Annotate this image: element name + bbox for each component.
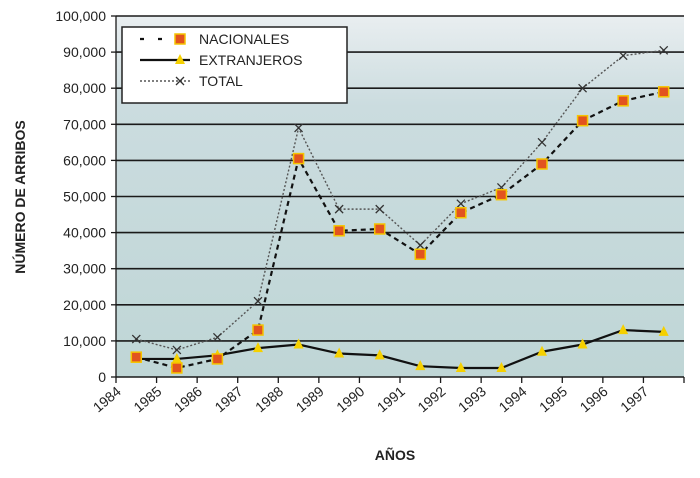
data-point-x [456,199,466,209]
series-nacionales [130,86,670,374]
data-point-triangle [253,342,263,353]
data-point-x [294,123,304,133]
data-point-x [415,240,425,250]
x-tick-label: 1991 [374,383,408,415]
legend-label: NACIONALES [199,31,289,47]
y-axis-title: NÚMERO DE ARRIBOS [11,120,28,274]
series-total [131,45,669,355]
data-point-square [455,206,467,219]
data-point-x [212,332,222,342]
data-point-square [333,225,345,237]
legend-item-nacionales: NACIONALES [140,31,289,47]
y-tick-label: 100,000 [55,8,106,24]
series-line [136,49,664,351]
x-tick-label: 1985 [130,383,164,415]
legend-item-extranjeros: EXTRANJEROS [140,52,302,68]
data-point-triangle [537,345,547,356]
data-point-triangle [374,349,385,360]
legend-item-total: TOTAL [140,73,243,89]
data-point-x [659,45,669,55]
x-axis-title: AÑOS [375,446,415,463]
data-point-triangle [293,338,304,349]
x-tick-label: 1987 [211,383,245,415]
legend-label: EXTRANJEROS [199,52,302,68]
x-tick-label: 1992 [414,383,448,415]
data-point-square [174,33,186,45]
data-point-square [130,351,143,363]
y-tick-label: 60,000 [63,152,106,168]
y-tick-label: 90,000 [63,44,106,60]
data-point-triangle [334,347,345,358]
x-tick-label: 1986 [171,383,205,415]
data-point-triangle [175,54,185,64]
data-point-x [253,296,263,306]
y-tick-label: 20,000 [63,297,106,313]
x-tick-label: 1995 [536,383,570,415]
data-point-x [375,204,385,214]
data-point-triangle [577,338,588,349]
data-point-square [617,95,629,107]
data-point-square [292,152,305,165]
x-tick-label: 1984 [90,383,124,415]
x-tick-label: 1993 [455,383,489,415]
x-tick-label: 1997 [617,383,651,415]
y-tick-label: 10,000 [63,333,106,349]
x-tick-label: 1989 [293,383,327,415]
series-line [136,90,664,370]
data-point-square [414,248,427,261]
legend-label: TOTAL [199,73,243,89]
data-point-x [578,83,588,93]
data-point-square [373,223,386,235]
data-point-x [334,204,344,214]
x-tick-label: 1988 [252,383,286,415]
data-point-triangle [618,324,629,335]
data-point-square [211,353,224,365]
data-point-triangle [415,360,426,371]
x-tick-label: 1996 [577,383,611,415]
y-tick-label: 40,000 [63,225,106,241]
data-point-square [536,158,548,170]
x-tick-label: 1990 [333,383,367,415]
data-point-triangle [658,325,669,336]
data-point-square [171,362,183,374]
y-tick-label: 80,000 [63,80,106,96]
y-tick-label: 50,000 [63,189,106,205]
data-point-x [172,345,182,355]
y-tick-label: 70,000 [63,116,106,132]
y-tick-label: 0 [98,369,106,385]
data-point-triangle [171,352,182,363]
data-point-square [576,114,589,127]
data-point-square [252,324,264,336]
data-point-triangle [496,361,507,372]
data-point-square [657,86,670,98]
legend: NACIONALES EXTRANJEROS TOTAL [121,26,348,104]
data-point-x [175,76,185,86]
data-point-x [537,137,547,147]
data-point-x [131,334,141,344]
y-tick-label: 30,000 [63,261,106,277]
x-tick-label: 1994 [495,383,529,415]
data-point-square [495,188,508,201]
data-point-triangle [455,361,466,372]
data-point-x [618,51,628,61]
